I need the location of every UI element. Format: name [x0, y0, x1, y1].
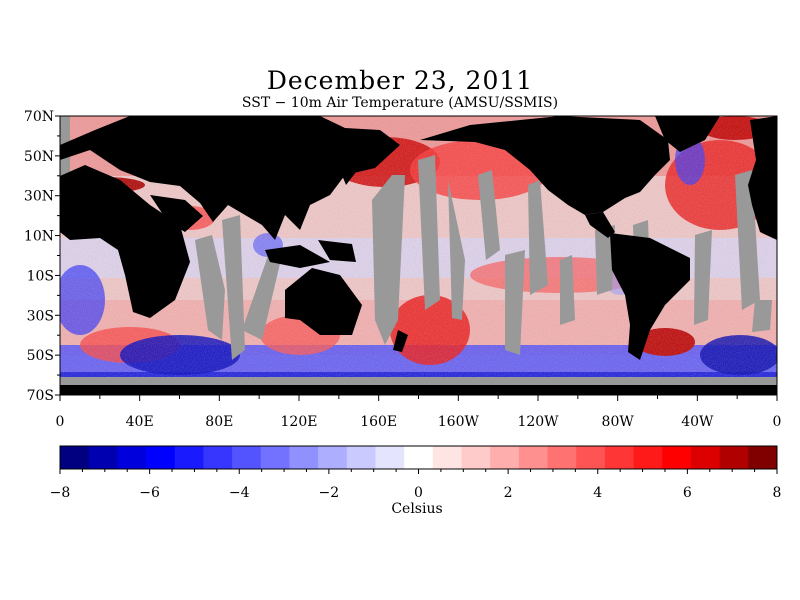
- lat-tick-label: 70N: [24, 109, 54, 125]
- colorbar-swatch: [690, 446, 721, 469]
- lon-tick-label: 40W: [681, 414, 714, 430]
- colorbar-swatch: [203, 446, 233, 469]
- lon-tick-label: 0: [773, 414, 782, 430]
- colorbar-swatch: [490, 446, 520, 469]
- colorbar-tick-label: 4: [593, 485, 602, 501]
- lon-tick-label: 40E: [126, 414, 154, 430]
- colorbar-swatch: [88, 446, 118, 469]
- colorbar-swatch: [662, 446, 692, 469]
- lon-tick-label: 80W: [602, 414, 635, 430]
- colorbar-tick-label: 2: [504, 485, 513, 501]
- colorbar-swatch: [60, 446, 90, 469]
- colorbar-axis: −8 −6 −4 −2 0 2 4 6 8: [50, 469, 782, 501]
- colorbar-swatch: [719, 446, 749, 469]
- colorbar-swatch: [146, 446, 176, 469]
- colorbar-swatch: [547, 446, 577, 469]
- lon-tick-label: 120W: [517, 414, 559, 430]
- colorbar-swatch: [633, 446, 663, 469]
- colorbar-tick-label: −4: [229, 485, 250, 501]
- lon-tick-label: 120E: [281, 414, 318, 430]
- colorbar-tick-label: 8: [773, 485, 782, 501]
- colorbar-tick-label: −2: [319, 485, 340, 501]
- colorbar-label: Celsius: [391, 501, 443, 517]
- map-title: December 23, 2011: [266, 66, 534, 95]
- colorbar-tick-label: −6: [139, 485, 160, 501]
- lat-tick-label: 10S: [27, 268, 54, 284]
- longitude-axis: 0 40E 80E 120E 160E 160W 120W 80W 40W 0: [56, 395, 782, 430]
- lat-tick-label: 50N: [24, 149, 54, 165]
- colorbar-swatch: [576, 446, 606, 469]
- lon-tick-label: 160E: [360, 414, 397, 430]
- colorbar: [59, 445, 778, 470]
- lat-tick-label: 10N: [24, 229, 54, 245]
- colorbar-tick-label: −8: [50, 485, 71, 501]
- lat-tick-label: 30N: [24, 189, 54, 205]
- colorbar-tick-label: 6: [683, 485, 692, 501]
- lat-tick-label: 30S: [27, 308, 54, 324]
- colorbar-swatch: [232, 446, 262, 469]
- lon-tick-label: 0: [56, 414, 65, 430]
- lon-tick-label: 80E: [205, 414, 233, 430]
- lon-tick-label: 160W: [438, 414, 480, 430]
- colorbar-swatch: [432, 446, 463, 469]
- sst-anomaly-map: [60, 116, 777, 395]
- colorbar-swatch: [289, 446, 319, 469]
- lat-tick-label: 70S: [27, 388, 54, 404]
- colorbar-swatch: [604, 446, 635, 469]
- colorbar-swatch: [461, 446, 491, 469]
- colorbar-swatch: [318, 446, 348, 469]
- colorbar-swatch: [404, 446, 434, 469]
- lat-tick-label: 50S: [27, 348, 54, 364]
- colorbar-swatch: [174, 446, 204, 469]
- colorbar-swatch: [748, 446, 778, 469]
- colorbar-swatch: [375, 446, 405, 469]
- colorbar-swatch: [518, 446, 549, 469]
- land-masses: [60, 116, 777, 395]
- colorbar-tick-label: 0: [414, 485, 423, 501]
- colorbar-swatch: [260, 446, 290, 469]
- colorbar-swatch: [117, 446, 147, 469]
- map-subtitle: SST − 10m Air Temperature (AMSU/SSMIS): [241, 95, 559, 111]
- colorbar-swatch: [346, 446, 376, 469]
- latitude-axis: 70N 50N 30N 10N 10S 30S 50S 70S: [24, 109, 60, 404]
